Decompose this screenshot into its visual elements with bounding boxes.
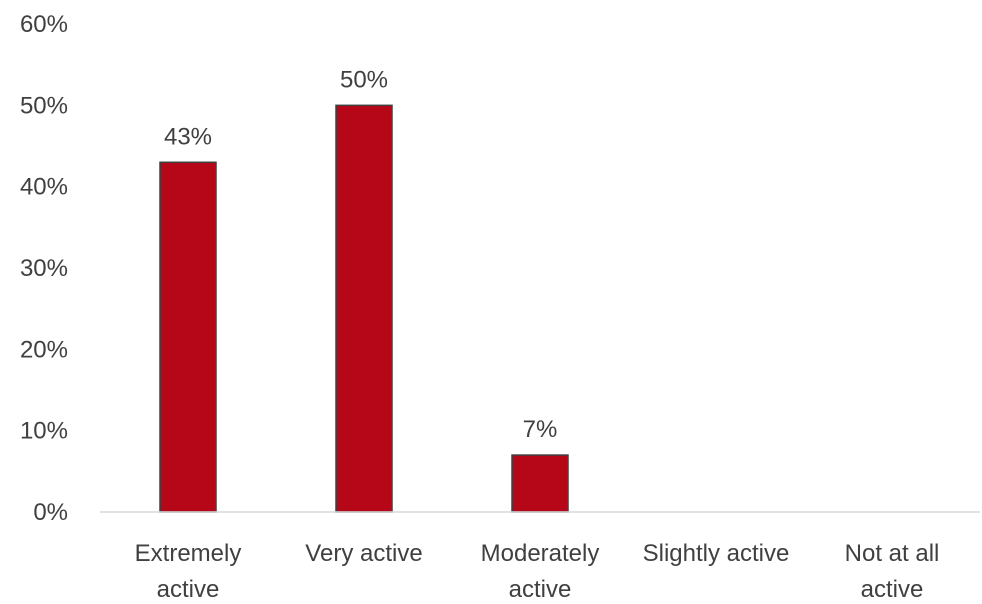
y-tick-label: 40% xyxy=(20,174,68,201)
category-labels: Extremely active Very active Moderately acti… xyxy=(135,540,940,603)
y-axis-ticks: 0% 10% 20% 30% 40% 50% 60% xyxy=(20,11,68,526)
data-label: 43% xyxy=(164,123,212,150)
bars xyxy=(159,104,569,513)
category-label: Moderately active xyxy=(481,540,600,603)
y-tick-label: 0% xyxy=(33,499,68,526)
y-tick-label: 30% xyxy=(20,255,68,282)
y-tick-label: 10% xyxy=(20,418,68,445)
data-label: 7% xyxy=(523,416,558,443)
bar xyxy=(159,161,217,513)
bar xyxy=(335,104,393,513)
data-labels: 43% 50% 7% xyxy=(164,66,557,443)
category-label: Slightly active xyxy=(643,540,790,567)
category-label: Not at all active xyxy=(845,540,940,603)
data-label: 50% xyxy=(340,66,388,93)
bar xyxy=(511,454,569,513)
y-tick-label: 50% xyxy=(20,92,68,119)
category-label: Very active xyxy=(305,540,422,567)
y-tick-label: 20% xyxy=(20,336,68,363)
y-tick-label: 60% xyxy=(20,11,68,38)
category-label: Extremely active xyxy=(135,540,242,603)
